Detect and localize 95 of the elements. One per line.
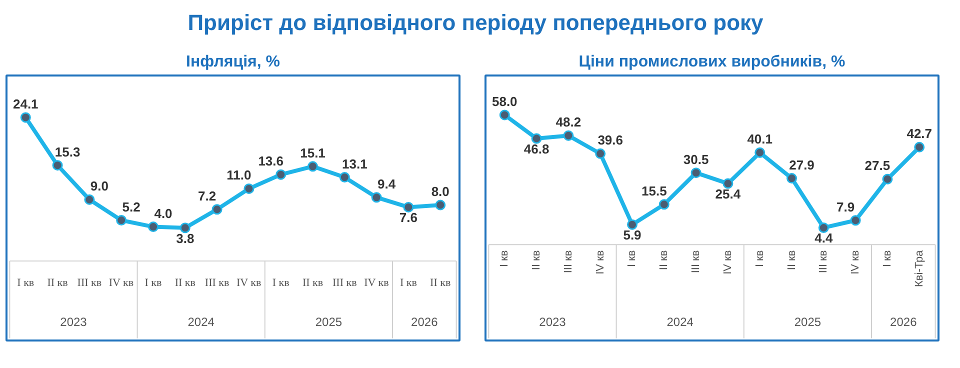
text: 2024 [188,315,215,330]
point [914,142,925,152]
point [722,178,734,189]
x-tick-label: I кв [498,250,511,268]
data-label: 4.4 [814,230,834,246]
point [84,194,95,205]
data-label: 27.9 [789,157,814,172]
x-tick-label: IV кв [108,277,134,290]
point [563,130,574,141]
x-tick-label: I кв [144,277,162,290]
x-tick-label: I кв [881,250,894,268]
text: 2024 [666,314,694,329]
x-tick-label: IV кв [594,250,606,274]
data-label: 58.0 [492,94,518,109]
text: 2023 [60,315,88,330]
point [435,200,446,210]
point [52,160,63,171]
data-label: 11.0 [226,168,252,183]
x-tick-label: I кв [626,250,638,268]
chart-title: Інфляція, % [186,54,280,70]
point [244,183,254,194]
data-label: 9.4 [378,176,396,192]
x-tick-label: III кв [818,250,830,274]
point [531,133,542,144]
x-tick-label: IV кв [364,277,389,290]
data-label: 4.0 [154,206,172,221]
data-label: 24.1 [12,96,38,112]
x-tick-label: II кв [786,250,798,270]
point [403,202,414,212]
x-tick-label: II кв [174,277,196,290]
point [786,173,798,184]
x-tick-label: II кв [658,250,670,270]
point [595,148,606,159]
data-label: 8.0 [431,184,450,200]
data-label: 7.9 [836,199,855,214]
x-tick-label: IV кв [850,250,862,274]
x-tick-label: III кв [332,277,357,290]
data-label: 3.8 [176,230,194,246]
x-tick-label: II кв [430,277,451,290]
point [339,172,350,183]
point [276,169,286,180]
data-label: 48.2 [556,114,582,130]
x-tick-label: III кв [77,277,102,290]
data-label: 30.5 [683,152,709,167]
x-tick-label: IV кв [236,277,262,290]
data-label: 9.0 [90,178,108,194]
point [658,199,670,210]
x-tick-label: Кві-Тра [913,249,926,287]
point [499,110,510,120]
point [690,168,702,178]
x-tick-label: I кв [17,277,34,290]
point [148,222,158,232]
data-label: 5.2 [122,199,140,214]
text: 2026 [411,315,438,330]
point [308,161,318,172]
data-label: 42.7 [906,126,932,142]
text: 2025 [315,315,342,330]
point [20,112,31,123]
data-label: 13.1 [342,156,368,172]
x-tick-label: II кв [530,250,543,270]
x-tick-label: II кв [47,277,68,290]
data-label: 25.4 [715,186,742,202]
point [626,219,638,230]
x-tick-label: III кв [204,277,230,290]
text: 2023 [539,314,566,329]
x-tick-label: III кв [690,250,702,274]
data-label: 7.2 [198,188,216,204]
chart-title: Ціни промислових виробників, % [578,54,846,70]
point [116,215,127,226]
point [180,222,190,234]
x-tick-label: I кв [400,277,417,290]
point [882,174,893,184]
data-label: 40.1 [747,132,773,147]
data-label: 27.5 [864,158,890,174]
data-label: 15.5 [641,183,667,198]
point [850,215,861,226]
point [371,192,382,203]
x-tick-label: IV кв [722,250,734,274]
text: Приріст до відповідного періоду попереднього року [188,10,764,35]
x-tick-label: I кв [754,250,766,268]
point [212,204,222,215]
data-label: 15.3 [54,144,80,160]
point [818,222,829,233]
x-tick-label: III кв [562,250,574,274]
point [754,147,766,158]
text: 2026 [890,314,918,329]
data-label: 46.8 [524,142,550,157]
x-tick-label: I кв [272,277,290,290]
data-label: 13.6 [258,154,284,169]
x-tick-label: II кв [302,277,324,290]
data-label: 39.6 [598,132,624,148]
text: 2025 [794,314,822,329]
data-label: 7.6 [399,210,418,226]
data-label: 5.9 [623,228,642,243]
data-label: 15.1 [300,145,326,160]
